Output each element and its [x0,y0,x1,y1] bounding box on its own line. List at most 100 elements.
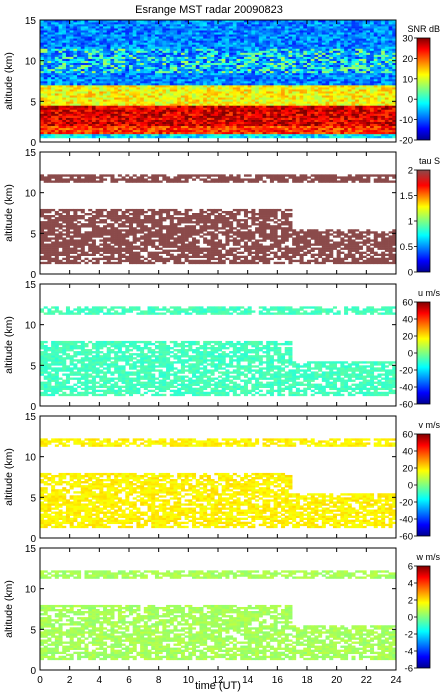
heatmap-cell [136,111,141,114]
heatmap-cell [292,127,297,131]
heatmap-cell [114,20,119,23]
heatmap-cell [184,121,189,124]
heatmap-cell [232,28,237,31]
heatmap-cell [51,46,56,49]
heatmap-cell [110,87,115,90]
heatmap-cell [114,54,119,57]
heatmap-cell [177,22,182,25]
heatmap-cell [310,38,315,41]
heatmap-cell [251,117,256,120]
heatmap-cell [162,74,167,78]
heatmap-cell [58,68,63,72]
heatmap-cell [73,38,78,41]
heatmap-cell [199,48,204,51]
heatmap-cell [221,97,226,100]
heatmap-cell [103,52,108,55]
heatmap-cell [229,32,234,35]
heatmap-cell [114,87,119,90]
heatmap-cell [62,93,67,96]
heatmap-cell [288,68,293,72]
heatmap-cell [284,70,289,74]
heatmap-cell [347,121,352,124]
heatmap-cell [166,101,171,104]
heatmap-cell [91,48,96,51]
heatmap-cell [62,97,67,100]
heatmap-cell [258,64,263,68]
heatmap-cell [232,131,237,135]
heatmap-cell [318,111,323,114]
heatmap-cell [203,129,208,133]
heatmap-cell [351,40,356,43]
heatmap-cell [221,101,226,104]
heatmap-cell [347,131,352,135]
heatmap-cell [136,48,141,51]
heatmap-cell [277,48,282,51]
heatmap-cell [344,40,349,43]
heatmap-cell [162,24,167,27]
heatmap-cell [62,121,67,124]
heatmap-cell [203,26,208,29]
heatmap-cell [336,54,341,57]
heatmap-cell [180,60,185,63]
heatmap-cell [351,68,356,72]
heatmap-cell [214,123,219,127]
heatmap-cell [77,127,82,131]
heatmap-cell [314,52,319,55]
heatmap-cell [80,78,85,82]
heatmap-cell [147,70,152,74]
heatmap-cell [344,64,349,68]
heatmap-cell [151,76,156,80]
heatmap-cell [210,93,215,96]
heatmap-cell [162,50,167,53]
heatmap-cell [69,64,74,68]
heatmap-cell [147,76,152,80]
heatmap-cell [277,44,282,47]
heatmap-cell [255,36,260,39]
heatmap-cell [255,40,260,43]
heatmap-cell [206,107,211,110]
heatmap-cell [243,89,248,92]
heatmap-cell [325,70,330,74]
heatmap-cell [162,95,167,98]
heatmap-cell [255,85,260,88]
heatmap-cell [158,129,163,133]
heatmap-cell [229,72,234,76]
heatmap-cell [329,56,334,59]
heatmap-cell [332,81,337,84]
heatmap-cell [262,111,267,114]
heatmap-cell [277,91,282,94]
heatmap-cell [180,131,185,135]
heatmap-cell [299,101,304,104]
heatmap-cell [340,30,345,33]
heatmap-cell [299,76,304,80]
heatmap-cell [103,85,108,88]
heatmap-cell [225,89,230,92]
heatmap-cell [336,123,341,127]
heatmap-cell [344,123,349,127]
heatmap-cell [192,91,197,94]
heatmap-cell [73,83,78,86]
heatmap-cell [299,95,304,98]
heatmap-cell [340,48,345,51]
heatmap-cell [192,85,197,88]
heatmap-cell [358,127,363,131]
heatmap-cell [240,40,245,43]
heatmap-cell [54,109,59,112]
heatmap-cell [303,121,308,124]
heatmap-cell [195,109,200,112]
heatmap-cell [54,68,59,72]
heatmap-cell [58,117,63,120]
heatmap-cell [180,62,185,66]
heatmap-cell [158,117,163,120]
heatmap-cell [51,54,56,57]
heatmap-cell [43,46,48,49]
heatmap-cell [47,117,52,120]
heatmap-cell [307,131,312,135]
heatmap-cell [262,119,267,122]
heatmap-cell [336,64,341,68]
heatmap-cell [307,109,312,112]
heatmap-cell [284,24,289,27]
heatmap-cell [295,28,300,31]
heatmap-cell [154,68,159,72]
heatmap-cell [99,64,104,68]
